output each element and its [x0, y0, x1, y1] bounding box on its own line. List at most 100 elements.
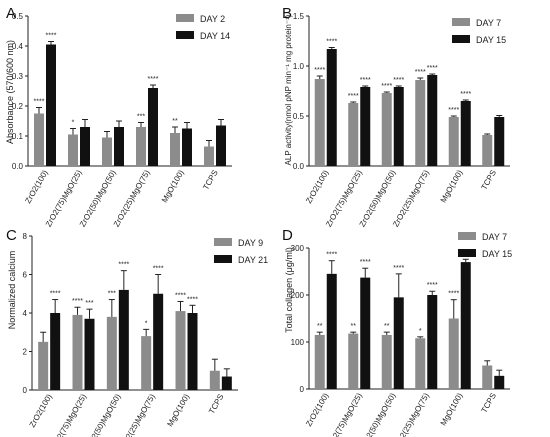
y-tick-label: 0.0 [293, 162, 305, 171]
y-tick-label: 6 [23, 271, 28, 280]
y-tick-label: 100 [291, 338, 305, 347]
x-tick-label: ZrO2(75)MgO(25) [324, 168, 364, 228]
bar [448, 318, 459, 389]
x-tick-label: ZrO2(100) [304, 391, 330, 428]
x-tick-label: TCPS [480, 392, 498, 415]
y-tick-label: 0.3 [12, 72, 24, 81]
significance-label: **** [348, 93, 359, 100]
bar [153, 293, 164, 390]
y-tick-label: 2 [23, 348, 28, 357]
bar [170, 133, 180, 166]
significance-label: **** [46, 33, 57, 40]
x-tick-label: ZrO2(75)MgO(25) [44, 168, 84, 228]
bar [187, 313, 198, 390]
legend-swatch [214, 255, 232, 263]
y-tick-label: 200 [291, 291, 305, 300]
y-tick-label: 8 [23, 232, 28, 241]
significance-label: **** [381, 83, 392, 90]
legend-label: DAY 21 [238, 255, 268, 265]
bar [482, 135, 493, 166]
y-axis-label: ALP activity(nmol pNP min⁻¹ mg protein⁻¹… [284, 14, 293, 165]
significance-label: * [72, 120, 75, 127]
significance-label: **** [153, 266, 164, 273]
y-tick-label: 4 [23, 309, 28, 318]
x-tick-label: ZrO2(100) [304, 168, 330, 205]
x-tick-label: ZrO2(75)MgO(25) [48, 392, 88, 437]
x-tick-label: MgO(100) [439, 391, 465, 427]
bar [448, 117, 459, 166]
x-tick-label: TCPS [201, 169, 219, 192]
x-tick-label: ZrO2(50)MgO(50) [358, 168, 398, 228]
bar [314, 334, 325, 389]
bar [460, 101, 471, 166]
bar [84, 318, 95, 390]
x-tick-label: ZrO2(25)MgO(75) [391, 168, 431, 228]
y-tick-label: 0.5 [12, 12, 24, 21]
x-tick-label: ZrO2(100) [23, 168, 49, 205]
legend-label: DAY 14 [200, 31, 230, 41]
legend-swatch [214, 238, 232, 246]
legend-label: DAY 2 [200, 14, 225, 24]
bar [80, 127, 90, 166]
y-tick-label: 0.0 [12, 162, 24, 171]
bar [136, 127, 146, 166]
bar [326, 273, 337, 389]
significance-label: **** [448, 107, 459, 114]
significance-label: * [419, 328, 422, 335]
bar [494, 117, 505, 166]
legend-label: DAY 9 [238, 238, 263, 248]
significance-label: **** [314, 67, 325, 74]
legend-label: DAY 7 [476, 18, 501, 28]
significance-label: **** [393, 265, 404, 272]
significance-label: **** [448, 291, 459, 298]
bar [415, 338, 426, 389]
significance-label: **** [360, 259, 371, 266]
panel-label: A [6, 5, 16, 22]
legend-swatch [452, 18, 470, 26]
significance-label: **** [393, 77, 404, 84]
bar [381, 334, 392, 389]
significance-label: **** [415, 69, 426, 76]
bar [50, 313, 61, 390]
bar [209, 370, 220, 390]
panel-label: C [6, 227, 17, 244]
significance-label: **** [148, 76, 159, 83]
y-tick-label: 1.5 [293, 12, 305, 21]
bar [102, 137, 112, 166]
significance-label: **** [326, 252, 337, 259]
y-tick-label: 0.5 [293, 112, 305, 121]
significance-label: **** [175, 292, 186, 299]
x-tick-label: ZrO2(75)MgO(25) [324, 391, 364, 437]
significance-label: **** [34, 99, 45, 106]
x-tick-label: MgO(100) [160, 168, 186, 204]
legend-swatch [458, 249, 476, 257]
bar [415, 80, 426, 166]
legend-label: DAY 7 [482, 232, 507, 242]
significance-label: **** [360, 77, 371, 84]
y-axis-label: Normalized calcium [7, 251, 17, 330]
significance-label: **** [50, 291, 61, 298]
bar [393, 87, 404, 166]
bar [381, 93, 392, 166]
bar [393, 297, 404, 389]
significance-label: **** [187, 296, 198, 303]
bar [314, 79, 325, 166]
bar [34, 113, 44, 166]
panel-a: A Absorbance (570/600 nm) 0.0 0.1 0.2 0.3 0.… [5, 5, 232, 228]
panel-b: B ALP activity(nmol pNP min⁻¹ mg protein… [282, 5, 510, 228]
y-tick-label: 0 [23, 386, 28, 395]
significance-label: **** [460, 91, 471, 98]
bar [460, 262, 471, 389]
significance-label: **** [326, 39, 337, 46]
significance-label: **** [427, 282, 438, 289]
x-tick-label: ZrO2(100) [28, 392, 54, 429]
y-tick-label: 0.4 [12, 42, 24, 51]
bar [141, 336, 152, 390]
bar [204, 146, 214, 166]
significance-label: ** [351, 323, 357, 330]
bar [348, 333, 359, 389]
legend-swatch [176, 31, 194, 39]
bar [482, 365, 493, 389]
significance-label: **** [72, 298, 83, 305]
